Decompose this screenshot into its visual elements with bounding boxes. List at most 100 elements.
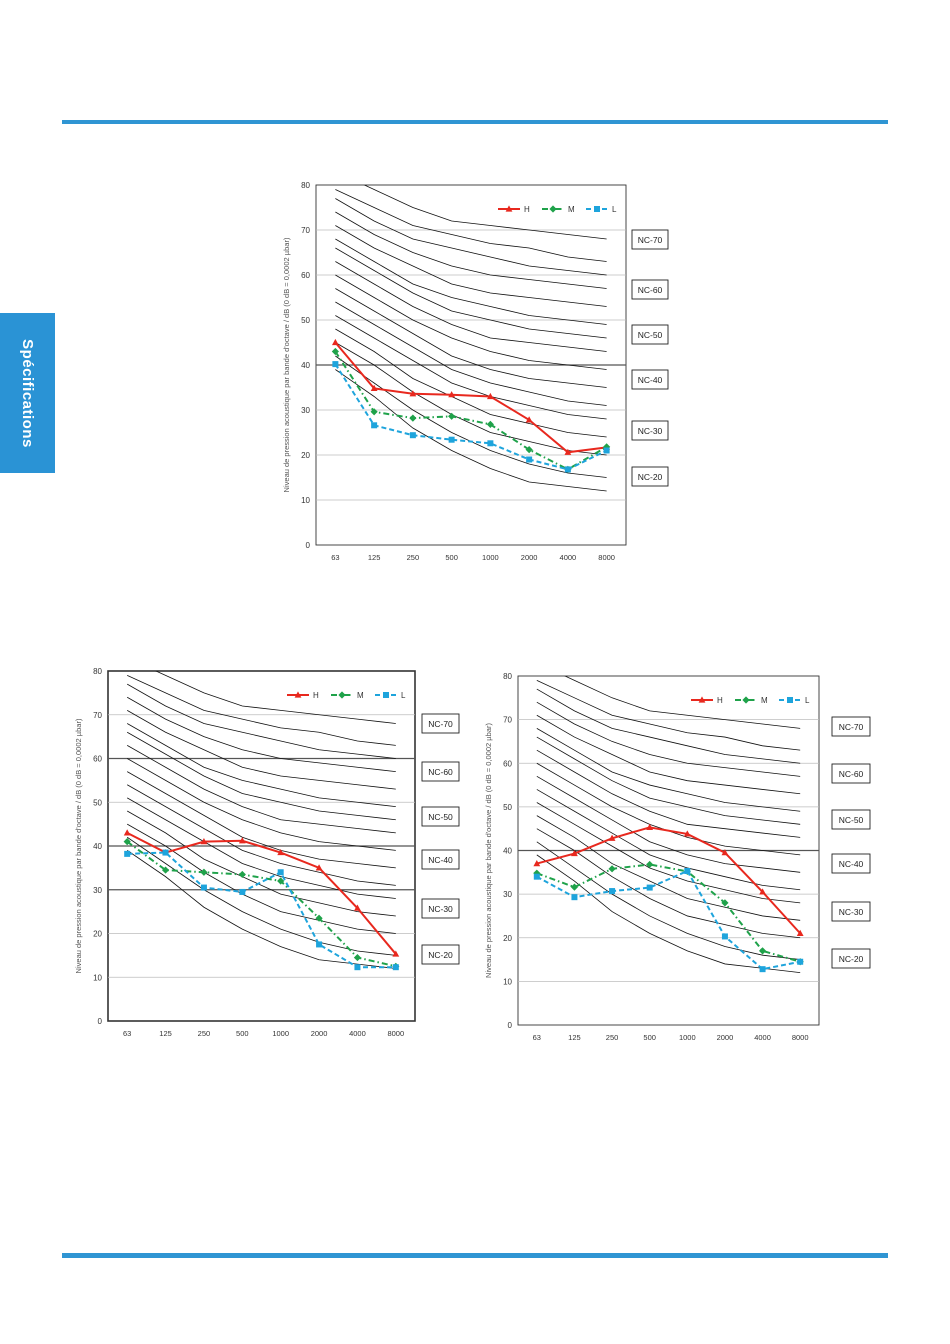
legend-label: L bbox=[612, 205, 617, 214]
nc-curve bbox=[126, 836, 396, 956]
nc-label-box: NC-60 bbox=[631, 279, 669, 300]
nc-label: NC-70 bbox=[638, 235, 663, 245]
series-line-M bbox=[126, 840, 397, 968]
data-point-L bbox=[200, 884, 207, 891]
x-tick-label: 500 bbox=[643, 1033, 656, 1042]
legend-marker bbox=[698, 696, 706, 703]
nc-curve bbox=[536, 701, 801, 777]
nc-label: NC-60 bbox=[428, 767, 453, 777]
x-tick-label: 250 bbox=[606, 1033, 619, 1042]
data-point-H bbox=[721, 849, 729, 856]
data-point-L bbox=[162, 849, 169, 856]
nc-curve bbox=[335, 274, 607, 370]
nc-label-box: NC-50 bbox=[421, 806, 460, 827]
y-tick-label: 80 bbox=[503, 672, 512, 681]
x-tick-label: 63 bbox=[533, 1033, 541, 1042]
data-point-H bbox=[370, 384, 378, 391]
data-point-L bbox=[564, 466, 571, 473]
data-point-H bbox=[448, 391, 456, 398]
data-point-M bbox=[277, 877, 285, 885]
legend-marker bbox=[505, 205, 513, 212]
y-tick-label: 50 bbox=[301, 316, 310, 325]
data-point-L bbox=[571, 894, 578, 901]
y-tick-label: 0 bbox=[508, 1021, 513, 1030]
data-point-H bbox=[409, 390, 417, 397]
nc-label-box: NC-40 bbox=[631, 369, 669, 390]
nc-curve bbox=[335, 261, 607, 352]
series-L bbox=[124, 849, 399, 971]
nc-curve bbox=[536, 749, 801, 838]
nc-curve bbox=[126, 745, 396, 834]
data-point-H bbox=[571, 849, 578, 857]
nc-curve bbox=[126, 810, 396, 917]
series-H bbox=[533, 823, 804, 936]
y-axis-label: Niveau de pression acoustique par bande … bbox=[282, 237, 291, 492]
y-tick-label: 50 bbox=[503, 803, 512, 812]
nc-label-box: NC-40 bbox=[831, 853, 871, 874]
series-line-M bbox=[536, 863, 801, 963]
x-tick-label: 125 bbox=[568, 1033, 581, 1042]
data-point-M bbox=[331, 347, 339, 356]
y-tick-label: 40 bbox=[93, 842, 102, 851]
chart-svg: 0 10 20 30 40 50 60 70 80 63 125 250 500 1000 2000 4000… bbox=[484, 672, 871, 1042]
nc-curve bbox=[126, 731, 396, 821]
x-tick-label: 2000 bbox=[717, 1033, 734, 1042]
nc-curve bbox=[335, 225, 607, 307]
legend-label: M bbox=[761, 696, 768, 705]
nc-curve bbox=[127, 675, 396, 746]
data-point-H bbox=[564, 448, 572, 455]
data-point-H bbox=[354, 904, 361, 911]
x-tick-label: 250 bbox=[198, 1029, 211, 1038]
nc-curve bbox=[126, 723, 396, 808]
nc-curve bbox=[335, 315, 607, 420]
data-point-M bbox=[238, 870, 246, 879]
series-line-L bbox=[334, 363, 608, 471]
data-point-M bbox=[533, 869, 541, 877]
y-tick-label: 60 bbox=[93, 755, 102, 764]
data-point-L bbox=[239, 888, 246, 895]
nc-label: NC-40 bbox=[839, 859, 864, 869]
nc-label: NC-60 bbox=[839, 769, 864, 779]
legend-marker bbox=[338, 691, 346, 699]
data-point-H bbox=[796, 929, 804, 936]
legend-label: H bbox=[524, 205, 530, 214]
x-tick-label: 125 bbox=[159, 1029, 172, 1038]
nc-label-box: NC-50 bbox=[831, 809, 871, 830]
y-tick-label: 20 bbox=[301, 451, 310, 460]
legend-marker bbox=[294, 691, 302, 698]
nc-curve bbox=[536, 841, 801, 960]
data-point-H bbox=[646, 823, 654, 830]
data-point-H bbox=[277, 848, 285, 856]
data-point-H bbox=[123, 829, 131, 836]
data-point-H bbox=[392, 950, 400, 957]
data-point-L bbox=[409, 432, 416, 439]
data-point-H bbox=[525, 416, 533, 423]
nc-curve bbox=[536, 828, 801, 939]
data-point-L bbox=[332, 361, 339, 368]
y-tick-label: 70 bbox=[93, 711, 102, 720]
x-tick-label: 1000 bbox=[272, 1029, 289, 1038]
nc-label: NC-20 bbox=[638, 472, 663, 482]
nc-label: NC-50 bbox=[638, 330, 663, 340]
data-point-L bbox=[316, 941, 323, 948]
nc-label-box: NC-30 bbox=[421, 898, 460, 919]
legend-label: H bbox=[717, 696, 723, 705]
data-point-H bbox=[331, 338, 339, 346]
nc-curve bbox=[126, 710, 396, 790]
nc-label-box: NC-30 bbox=[631, 420, 669, 441]
section-tab[interactable]: Spécifications bbox=[0, 313, 55, 473]
nc-curve bbox=[155, 671, 396, 724]
data-point-H bbox=[608, 834, 616, 841]
nc-curves bbox=[536, 676, 801, 974]
data-point-H bbox=[238, 837, 246, 844]
x-tick-label: 8000 bbox=[792, 1033, 809, 1042]
data-point-L bbox=[533, 873, 540, 880]
y-tick-label: 70 bbox=[301, 226, 310, 235]
nc-label-box: NC-20 bbox=[421, 944, 460, 965]
data-point-L bbox=[448, 436, 455, 443]
legend-label: M bbox=[357, 691, 364, 700]
y-tick-label: 50 bbox=[93, 798, 102, 807]
data-point-M bbox=[161, 866, 170, 874]
data-point-H bbox=[486, 392, 494, 400]
